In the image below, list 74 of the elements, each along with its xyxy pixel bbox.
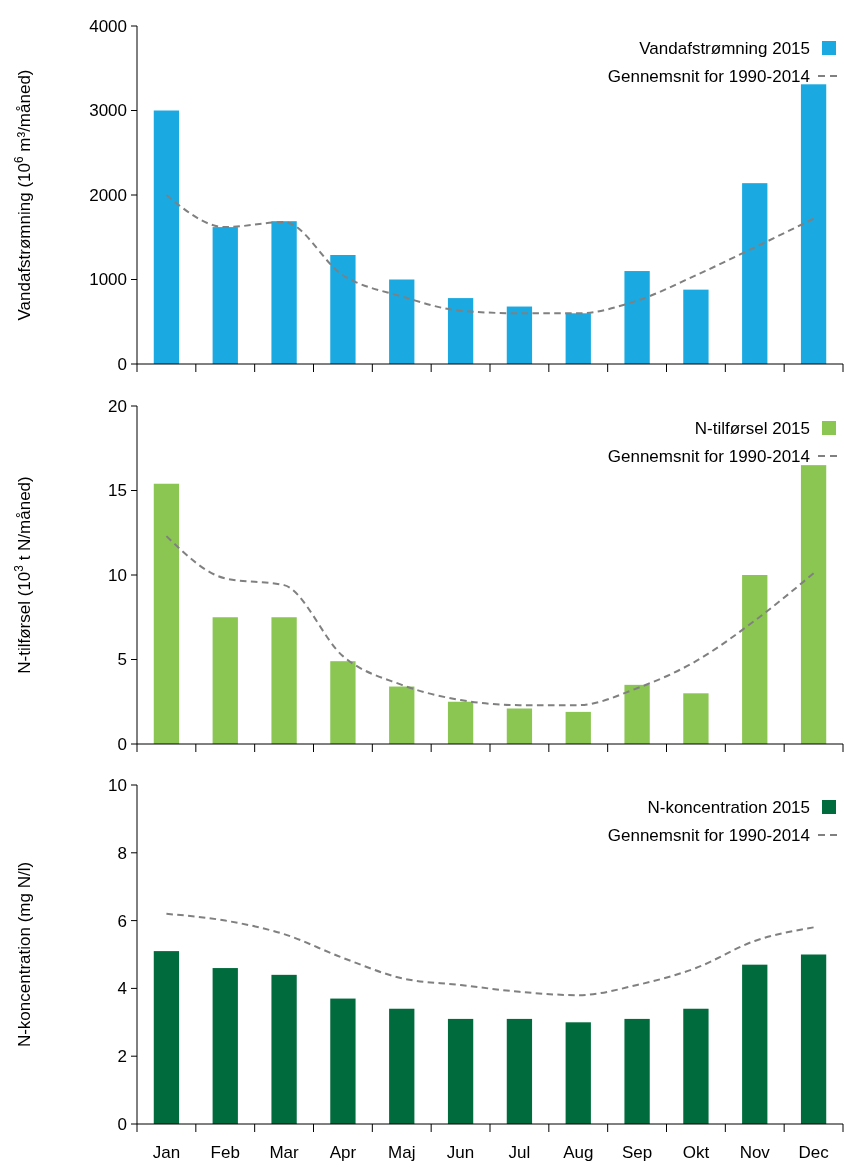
bar — [624, 271, 650, 364]
legend-label: Gennemsnit for 1990-2014 — [607, 446, 810, 466]
bar — [506, 1018, 533, 1124]
bar — [212, 968, 238, 1124]
bar — [624, 1018, 650, 1124]
bar — [800, 84, 827, 364]
x-tick-label: Dec — [798, 1143, 830, 1162]
bar — [153, 483, 180, 744]
legend-label: Gennemsnit for 1990-2014 — [607, 825, 810, 845]
bar — [153, 110, 180, 364]
legend-label: Vandafstrømning 2015 — [639, 38, 810, 58]
bar — [565, 1022, 591, 1124]
y-tick-label: 10 — [108, 565, 127, 585]
y-tick-label: 2000 — [89, 185, 127, 205]
bar — [212, 227, 238, 364]
bar — [742, 964, 768, 1124]
line-series — [165, 912, 815, 997]
y-tick-label: 3000 — [89, 101, 127, 121]
y-tick-label: 4 — [117, 979, 127, 999]
x-tick-label: Maj — [388, 1143, 416, 1162]
y-tick-label: 0 — [117, 734, 127, 754]
x-tick-label: Apr — [329, 1143, 357, 1162]
x-tick-label: Jan — [152, 1143, 181, 1162]
line-series — [165, 194, 815, 315]
bar — [800, 954, 827, 1124]
y-tick-label: 8 — [117, 843, 127, 863]
x-tick-label: Jul — [508, 1143, 531, 1162]
bar — [624, 684, 650, 744]
x-tick-label: Sep — [621, 1143, 653, 1162]
bar — [683, 693, 709, 744]
bar — [330, 998, 356, 1124]
x-tick-label: Jun — [446, 1143, 475, 1162]
bar — [800, 465, 827, 744]
x-tick-label: Okt — [682, 1143, 710, 1162]
x-tick-label: Mar — [269, 1143, 300, 1162]
y-tick-label: 0 — [117, 354, 127, 374]
bar — [330, 255, 356, 364]
bar — [389, 686, 415, 744]
bar — [506, 306, 533, 364]
y-tick-label: 5 — [117, 650, 127, 670]
line-series — [165, 535, 815, 707]
legend-label: N-koncentration 2015 — [647, 797, 810, 817]
bar — [683, 289, 709, 364]
y-tick-label: 2 — [117, 1047, 127, 1067]
legend-label: N-tilførsel 2015 — [694, 418, 810, 438]
bar — [153, 951, 180, 1124]
bar — [447, 298, 474, 364]
bar — [389, 1008, 415, 1124]
y-tick-label: 10 — [108, 775, 127, 795]
bar — [447, 701, 474, 744]
bar — [742, 183, 768, 364]
bar — [565, 711, 591, 744]
bar — [271, 974, 297, 1124]
y-tick-label: 0 — [117, 1114, 127, 1134]
bar — [506, 708, 533, 744]
bar — [212, 617, 238, 744]
bar — [271, 221, 297, 364]
y-tick-label: 6 — [117, 911, 127, 931]
y-tick-label: 1000 — [89, 270, 127, 290]
y-axis-title: N-koncentration (mg N/l) — [15, 861, 34, 1048]
bar — [683, 1008, 709, 1124]
y-tick-label: 15 — [108, 481, 127, 501]
bar — [389, 279, 415, 364]
bar — [742, 575, 768, 744]
bar — [565, 313, 591, 364]
bar — [447, 1018, 474, 1124]
y-tick-label: 4000 — [89, 16, 127, 36]
legend-label: Gennemsnit for 1990-2014 — [607, 66, 810, 86]
bar — [271, 617, 297, 744]
x-tick-label: Feb — [210, 1143, 240, 1162]
bar — [330, 661, 356, 744]
x-tick-label: Aug — [563, 1143, 594, 1162]
y-tick-label: 20 — [108, 396, 127, 416]
x-tick-label: Nov — [739, 1143, 771, 1162]
